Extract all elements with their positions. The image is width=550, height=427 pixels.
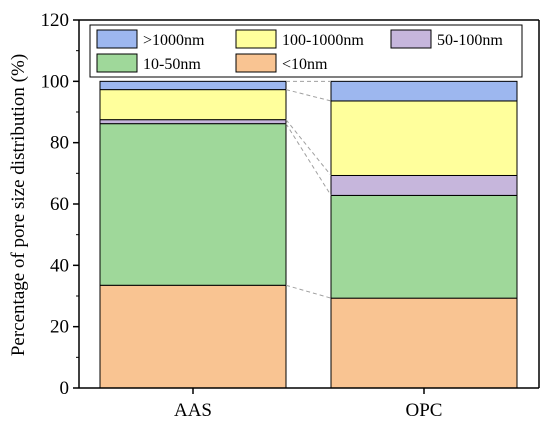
bars-layer: [99, 80, 518, 389]
bar-segment-opc-4: [330, 80, 518, 102]
legend-box: [89, 24, 523, 78]
y-tick-label-80: 80: [50, 133, 69, 154]
x-tick-label-opc: OPC: [406, 400, 443, 421]
bar-segment-opc-1: [330, 194, 518, 299]
y-tick-label-60: 60: [50, 194, 69, 215]
connector-line-0: [285, 284, 332, 299]
legend-swatch-3: [96, 53, 138, 73]
axes-layer: 0 20 40 60 80 100 120 AAS OPC: [41, 10, 540, 421]
legend-swatch-0: [96, 29, 138, 49]
y-tick-label-100: 100: [41, 71, 70, 92]
y-tick-label-40: 40: [50, 255, 69, 276]
bar-segment-aas-4: [99, 80, 287, 91]
connector-line-1: [285, 123, 332, 196]
legend-swatch-1: [235, 29, 277, 49]
y-tick-label-0: 0: [60, 378, 70, 399]
bar-segment-opc-2: [330, 174, 518, 196]
connector-line-2: [285, 119, 332, 176]
legend-label-1: 100-1000nm: [282, 32, 364, 49]
bar-segment-aas-1: [99, 123, 287, 286]
bar-segment-opc-0: [330, 297, 518, 389]
bar-segment-aas-0: [99, 284, 287, 389]
y-tick-label-120: 120: [41, 10, 70, 31]
legend-label-3: 10-50nm: [143, 56, 201, 73]
legend-label-4: <10nm: [282, 56, 328, 73]
connectors-layer: [285, 80, 332, 299]
y-axis-title: Percentage of pore size distribution (%): [8, 54, 29, 356]
legend-swatch-2: [390, 29, 432, 49]
legend-label-0: >1000nm: [143, 32, 205, 49]
legend: >1000nm 100-1000nm 50-100nm 10-50nm <10nm: [89, 24, 523, 78]
connector-line-3: [285, 89, 332, 102]
bar-segment-aas-2: [99, 119, 287, 125]
legend-swatch-4: [235, 53, 277, 73]
legend-label-2: 50-100nm: [437, 32, 503, 49]
bar-segment-aas-3: [99, 89, 287, 121]
bar-segment-opc-3: [330, 100, 518, 176]
y-tick-label-20: 20: [50, 317, 69, 338]
x-tick-label-aas: AAS: [174, 400, 212, 421]
